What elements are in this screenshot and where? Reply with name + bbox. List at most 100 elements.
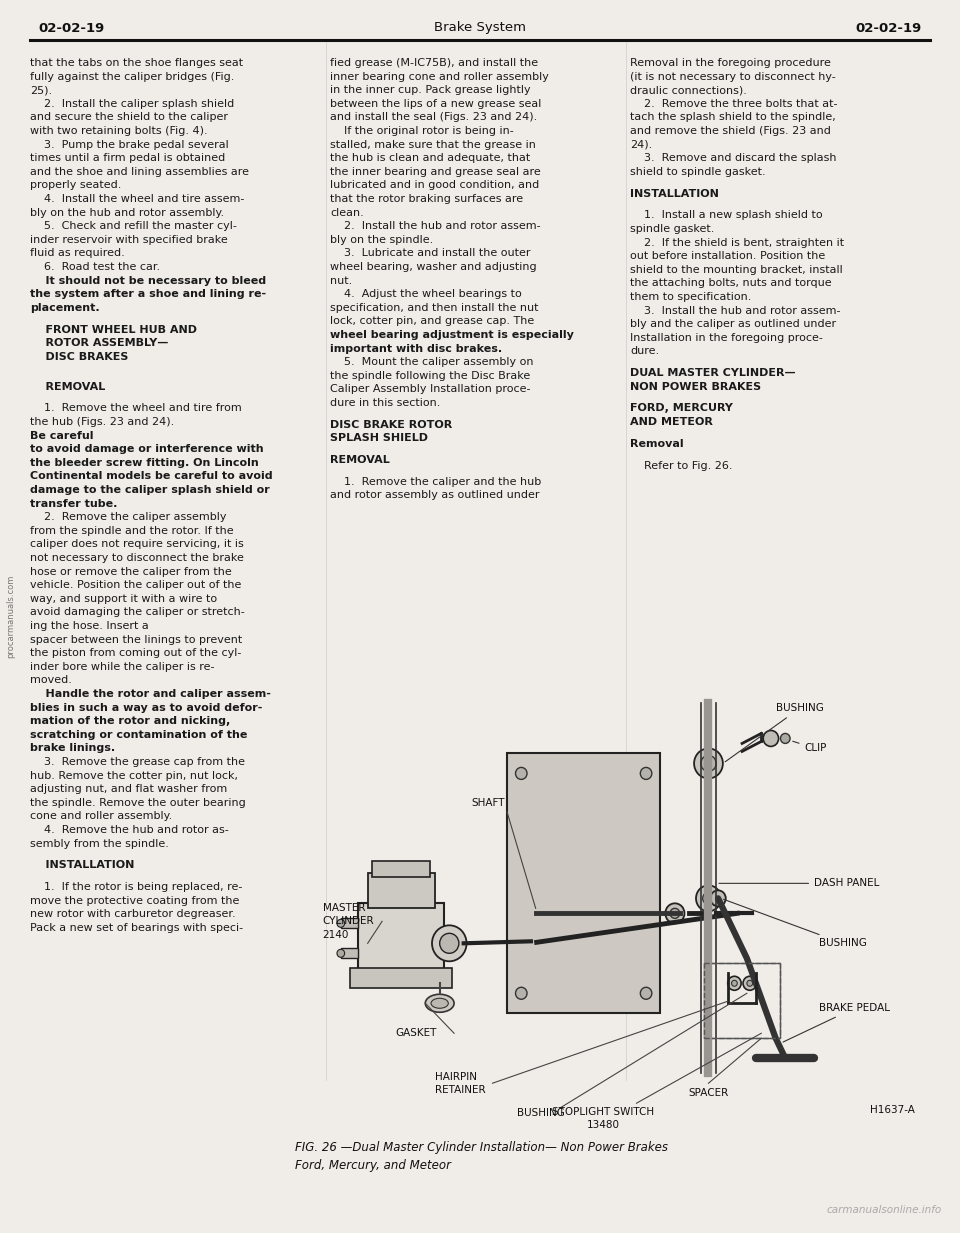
Text: scratching or contamination of the: scratching or contamination of the xyxy=(30,730,248,740)
Text: BUSHING: BUSHING xyxy=(725,704,824,762)
Circle shape xyxy=(743,977,756,990)
Ellipse shape xyxy=(425,994,454,1012)
Text: FORD, MERCURY: FORD, MERCURY xyxy=(630,403,732,413)
Text: to avoid damage or interference with: to avoid damage or interference with xyxy=(30,444,264,454)
Text: Handle the rotor and caliper assem-: Handle the rotor and caliper assem- xyxy=(30,689,271,699)
FancyBboxPatch shape xyxy=(507,753,660,1014)
FancyBboxPatch shape xyxy=(341,919,358,928)
Circle shape xyxy=(710,890,726,906)
Text: 1.  Remove the caliper and the hub: 1. Remove the caliper and the hub xyxy=(330,477,541,487)
FancyBboxPatch shape xyxy=(350,968,452,989)
Text: REMOVAL: REMOVAL xyxy=(30,382,106,392)
Text: and remove the shield (Figs. 23 and: and remove the shield (Figs. 23 and xyxy=(630,126,830,136)
Text: DASH PANEL: DASH PANEL xyxy=(719,878,879,888)
Text: fied grease (M-IC75B), and install the: fied grease (M-IC75B), and install the xyxy=(330,58,539,68)
Text: AND METEOR: AND METEOR xyxy=(630,417,713,427)
Text: Caliper Assembly Installation proce-: Caliper Assembly Installation proce- xyxy=(330,385,531,395)
Text: the piston from coming out of the cyl-: the piston from coming out of the cyl- xyxy=(30,649,241,658)
Text: If the original rotor is being in-: If the original rotor is being in- xyxy=(330,126,514,136)
Text: times until a firm pedal is obtained: times until a firm pedal is obtained xyxy=(30,153,226,163)
Text: BRAKE PEDAL: BRAKE PEDAL xyxy=(783,1004,890,1042)
Text: 6.  Road test the car.: 6. Road test the car. xyxy=(30,261,160,272)
Circle shape xyxy=(670,909,680,919)
Text: shield to spindle gasket.: shield to spindle gasket. xyxy=(630,166,766,176)
Text: important with disc brakes.: important with disc brakes. xyxy=(330,344,502,354)
Circle shape xyxy=(732,980,737,986)
Text: 02-02-19: 02-02-19 xyxy=(855,21,922,35)
Text: blies in such a way as to avoid defor-: blies in such a way as to avoid defor- xyxy=(30,703,262,713)
Text: 3.  Remove and discard the splash: 3. Remove and discard the splash xyxy=(630,153,836,163)
Text: lubricated and in good condition, and: lubricated and in good condition, and xyxy=(330,180,540,190)
Text: transfer tube.: transfer tube. xyxy=(30,498,117,509)
Text: that the rotor braking surfaces are: that the rotor braking surfaces are xyxy=(330,194,523,203)
Text: not necessary to disconnect the brake: not necessary to disconnect the brake xyxy=(30,554,244,563)
Text: inner bearing cone and roller assembly: inner bearing cone and roller assembly xyxy=(330,72,549,81)
Circle shape xyxy=(440,933,459,953)
Text: STOPLIGHT SWITCH
13480: STOPLIGHT SWITCH 13480 xyxy=(552,1106,654,1129)
Ellipse shape xyxy=(431,999,448,1009)
Text: with two retaining bolts (Fig. 4).: with two retaining bolts (Fig. 4). xyxy=(30,126,207,136)
Text: stalled, make sure that the grease in: stalled, make sure that the grease in xyxy=(330,139,536,149)
Text: 2.  Install the hub and rotor assem-: 2. Install the hub and rotor assem- xyxy=(330,221,540,232)
Text: them to specification.: them to specification. xyxy=(630,292,752,302)
Circle shape xyxy=(665,904,684,924)
Circle shape xyxy=(728,977,741,990)
Text: the spindle following the Disc Brake: the spindle following the Disc Brake xyxy=(330,371,530,381)
Text: 24).: 24). xyxy=(630,139,652,149)
Text: 1.  Install a new splash shield to: 1. Install a new splash shield to xyxy=(630,211,823,221)
Text: the hub is clean and adequate, that: the hub is clean and adequate, that xyxy=(330,153,530,163)
Text: 3.  Lubricate and install the outer: 3. Lubricate and install the outer xyxy=(330,248,531,259)
Circle shape xyxy=(337,949,345,957)
Circle shape xyxy=(763,730,779,746)
Text: 5.  Check and refill the master cyl-: 5. Check and refill the master cyl- xyxy=(30,221,237,232)
Text: Continental models be careful to avoid: Continental models be careful to avoid xyxy=(30,471,273,481)
Text: INSTALLATION: INSTALLATION xyxy=(630,189,719,199)
Text: wheel bearing adjustment is especially: wheel bearing adjustment is especially xyxy=(330,330,574,340)
Text: sembly from the spindle.: sembly from the spindle. xyxy=(30,838,169,848)
Circle shape xyxy=(696,885,721,911)
Text: bly on the hub and rotor assembly.: bly on the hub and rotor assembly. xyxy=(30,207,224,217)
Text: 02-02-19: 02-02-19 xyxy=(38,21,105,35)
Text: draulic connections).: draulic connections). xyxy=(630,85,747,95)
Text: 4.  Install the wheel and tire assem-: 4. Install the wheel and tire assem- xyxy=(30,194,245,203)
Text: hub. Remove the cotter pin, nut lock,: hub. Remove the cotter pin, nut lock, xyxy=(30,771,238,780)
Text: 2.  Install the caliper splash shield: 2. Install the caliper splash shield xyxy=(30,99,234,109)
Text: damage to the caliper splash shield or: damage to the caliper splash shield or xyxy=(30,485,270,494)
Text: the attaching bolts, nuts and torque: the attaching bolts, nuts and torque xyxy=(630,279,831,289)
Text: hose or remove the caliper from the: hose or remove the caliper from the xyxy=(30,567,231,577)
Text: between the lips of a new grease seal: between the lips of a new grease seal xyxy=(330,99,541,109)
Text: DUAL MASTER CYLINDER—: DUAL MASTER CYLINDER— xyxy=(630,369,796,379)
Circle shape xyxy=(432,925,467,962)
Text: MASTER
CYLINDER
2140: MASTER CYLINDER 2140 xyxy=(323,903,374,940)
Text: shield to the mounting bracket, install: shield to the mounting bracket, install xyxy=(630,265,843,275)
Text: REMOVAL: REMOVAL xyxy=(330,455,390,465)
Text: Brake System: Brake System xyxy=(434,21,526,35)
Text: the bleeder screw fitting. On Lincoln: the bleeder screw fitting. On Lincoln xyxy=(30,457,259,467)
Text: H1637-A: H1637-A xyxy=(870,1105,915,1115)
Text: nut.: nut. xyxy=(330,276,352,286)
Text: clean.: clean. xyxy=(330,207,364,217)
Text: 3.  Remove the grease cap from the: 3. Remove the grease cap from the xyxy=(30,757,245,767)
Text: spindle gasket.: spindle gasket. xyxy=(630,224,714,234)
Text: 3.  Pump the brake pedal several: 3. Pump the brake pedal several xyxy=(30,139,228,149)
Text: ROTOR ASSEMBLY—: ROTOR ASSEMBLY— xyxy=(30,338,168,348)
Text: placement.: placement. xyxy=(30,303,100,313)
Text: cone and roller assembly.: cone and roller assembly. xyxy=(30,811,172,821)
Text: ing the hose. Insert a: ing the hose. Insert a xyxy=(30,621,153,631)
Text: SPLASH SHIELD: SPLASH SHIELD xyxy=(330,433,428,444)
FancyBboxPatch shape xyxy=(358,904,444,983)
Text: 2.  If the shield is bent, straighten it: 2. If the shield is bent, straighten it xyxy=(630,238,844,248)
Text: (it is not necessary to disconnect hy-: (it is not necessary to disconnect hy- xyxy=(630,72,836,81)
Text: and install the seal (Figs. 23 and 24).: and install the seal (Figs. 23 and 24). xyxy=(330,112,538,122)
Text: way, and support it with a wire to: way, and support it with a wire to xyxy=(30,594,217,604)
Text: Be careful: Be careful xyxy=(30,430,93,440)
Text: bly on the spindle.: bly on the spindle. xyxy=(330,234,433,245)
Text: in the inner cup. Pack grease lightly: in the inner cup. Pack grease lightly xyxy=(330,85,531,95)
Text: carmanualsonline.info: carmanualsonline.info xyxy=(827,1205,942,1215)
Text: tach the splash shield to the spindle,: tach the splash shield to the spindle, xyxy=(630,112,836,122)
Text: and the shoe and lining assemblies are: and the shoe and lining assemblies are xyxy=(30,166,249,176)
Circle shape xyxy=(701,756,716,772)
Text: wheel bearing, washer and adjusting: wheel bearing, washer and adjusting xyxy=(330,261,537,272)
Circle shape xyxy=(516,767,527,779)
FancyBboxPatch shape xyxy=(372,862,430,878)
